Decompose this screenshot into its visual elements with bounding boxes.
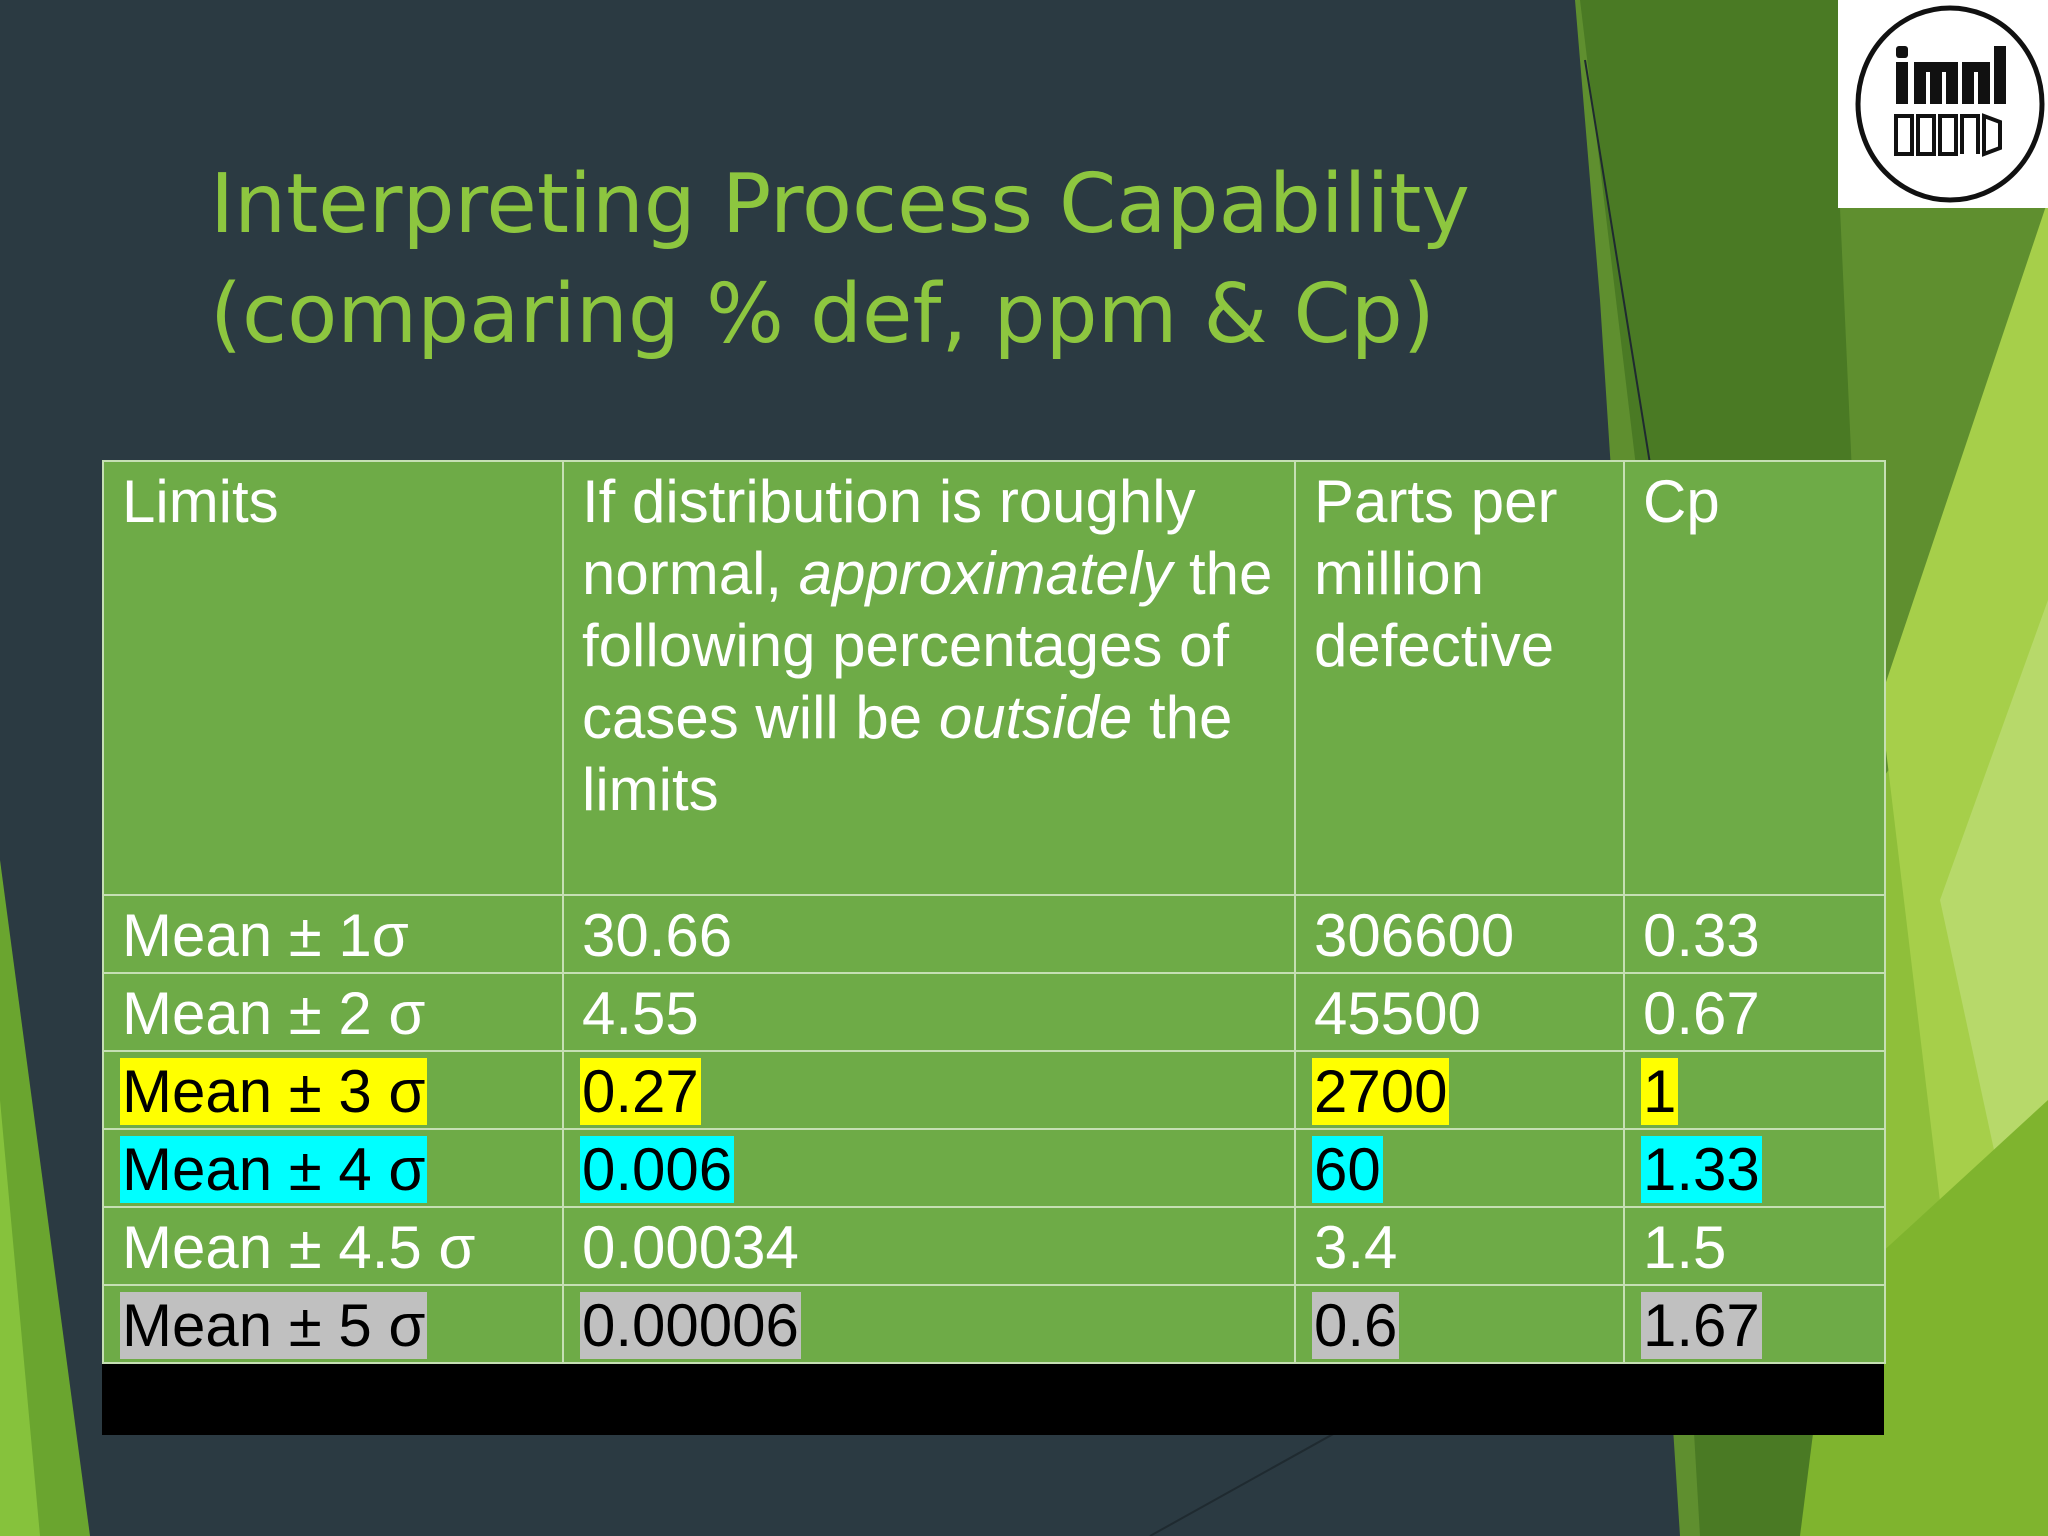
cell-limits-highlight: Mean ± 5 σ bbox=[120, 1292, 428, 1359]
cell-percent-highlight: 0.27 bbox=[580, 1058, 701, 1125]
cell-percent: 30.66 bbox=[562, 894, 1296, 974]
cell-percent-text: 0.00034 bbox=[582, 1214, 799, 1281]
cell-limits-text: Mean ± 4.5 σ bbox=[122, 1214, 476, 1281]
slide-title-line-2: (comparing % def, ppm & Cp) bbox=[210, 267, 1435, 362]
cell-cp: 0.33 bbox=[1623, 894, 1886, 974]
logo-badge bbox=[1838, 0, 2048, 208]
cell-ppm: 60 bbox=[1294, 1128, 1625, 1208]
cell-limits: Mean ± 4.5 σ bbox=[102, 1206, 564, 1286]
cell-cp-highlight: 1 bbox=[1641, 1058, 1679, 1125]
cell-ppm: 3.4 bbox=[1294, 1206, 1625, 1286]
header-percent-outside: If distribution is roughly normal, appro… bbox=[562, 460, 1296, 896]
header-percent-em-outside: outside bbox=[938, 684, 1133, 751]
cell-ppm-highlight: 0.6 bbox=[1312, 1292, 1400, 1359]
header-percent-em-approximately: approximately bbox=[798, 540, 1173, 607]
process-capability-table: Limits If distribution is roughly normal… bbox=[102, 460, 1886, 1364]
cell-ppm-text: 45500 bbox=[1314, 980, 1481, 1047]
cell-percent: 0.00034 bbox=[562, 1206, 1296, 1286]
cell-ppm-highlight: 60 bbox=[1312, 1136, 1383, 1203]
cell-limits: Mean ± 5 σ bbox=[102, 1284, 564, 1364]
table-row: Mean ± 4.5 σ 0.00034 3.4 1.5 bbox=[102, 1206, 1886, 1286]
cell-limits: Mean ± 2 σ bbox=[102, 972, 564, 1052]
cell-percent-text: 30.66 bbox=[582, 902, 733, 969]
iim-logo-icon bbox=[1855, 5, 2045, 203]
header-ppm: Parts per million defective bbox=[1294, 460, 1625, 896]
header-percent-mid: the following percentages of cases will … bbox=[582, 540, 1273, 751]
cell-ppm-highlight: 2700 bbox=[1312, 1058, 1450, 1125]
cell-ppm: 2700 bbox=[1294, 1050, 1625, 1130]
cell-cp: 1 bbox=[1623, 1050, 1886, 1130]
cell-limits-highlight: Mean ± 3 σ bbox=[120, 1058, 428, 1125]
cell-limits: Mean ± 3 σ bbox=[102, 1050, 564, 1130]
cell-percent-highlight: 0.006 bbox=[580, 1136, 735, 1203]
cell-cp: 1.67 bbox=[1623, 1284, 1886, 1364]
cell-ppm-text: 3.4 bbox=[1314, 1214, 1398, 1281]
cell-cp-highlight: 1.67 bbox=[1641, 1292, 1762, 1359]
cell-ppm-text: 306600 bbox=[1314, 902, 1515, 969]
cell-ppm: 45500 bbox=[1294, 972, 1625, 1052]
cell-percent: 4.55 bbox=[562, 972, 1296, 1052]
cell-cp-highlight: 1.33 bbox=[1641, 1136, 1762, 1203]
cell-limits-highlight: Mean ± 4 σ bbox=[120, 1136, 428, 1203]
cell-percent: 0.00006 bbox=[562, 1284, 1296, 1364]
header-cp: Cp bbox=[1623, 460, 1886, 896]
cell-percent: 0.006 bbox=[562, 1128, 1296, 1208]
header-percent-pre: If distribution is roughly normal, bbox=[582, 468, 1196, 607]
cell-ppm: 306600 bbox=[1294, 894, 1625, 974]
table-container: Limits If distribution is roughly normal… bbox=[102, 460, 1886, 1435]
cell-limits-text: Mean ± 2 σ bbox=[122, 980, 426, 1047]
cell-cp-text: 0.33 bbox=[1643, 902, 1760, 969]
cell-percent: 0.27 bbox=[562, 1050, 1296, 1130]
cell-cp: 1.5 bbox=[1623, 1206, 1886, 1286]
table-row: Mean ± 4 σ 0.006 60 1.33 bbox=[102, 1128, 1886, 1208]
cell-ppm: 0.6 bbox=[1294, 1284, 1625, 1364]
cell-percent-highlight: 0.00006 bbox=[580, 1292, 801, 1359]
cell-limits: Mean ± 4 σ bbox=[102, 1128, 564, 1208]
table-row: Mean ± 1σ 30.66 306600 0.33 bbox=[102, 894, 1886, 974]
cell-cp: 0.67 bbox=[1623, 972, 1886, 1052]
table-row: Mean ± 2 σ 4.55 45500 0.67 bbox=[102, 972, 1886, 1052]
cell-cp-text: 1.5 bbox=[1643, 1214, 1727, 1281]
cell-cp: 1.33 bbox=[1623, 1128, 1886, 1208]
cell-limits: Mean ± 1σ bbox=[102, 894, 564, 974]
cell-percent-text: 4.55 bbox=[582, 980, 699, 1047]
table-row: Mean ± 5 σ 0.00006 0.6 1.67 bbox=[102, 1284, 1886, 1364]
slide-title: Interpreting Process Capability (compari… bbox=[210, 150, 1710, 370]
table-row: Mean ± 3 σ 0.27 2700 1 bbox=[102, 1050, 1886, 1130]
table-header-row: Limits If distribution is roughly normal… bbox=[102, 460, 1886, 896]
header-percent-post: the limits bbox=[582, 684, 1233, 823]
header-limits: Limits bbox=[102, 460, 564, 896]
slide-title-line-1: Interpreting Process Capability bbox=[210, 157, 1470, 252]
cell-cp-text: 0.67 bbox=[1643, 980, 1760, 1047]
cell-limits-text: Mean ± 1σ bbox=[122, 902, 409, 969]
